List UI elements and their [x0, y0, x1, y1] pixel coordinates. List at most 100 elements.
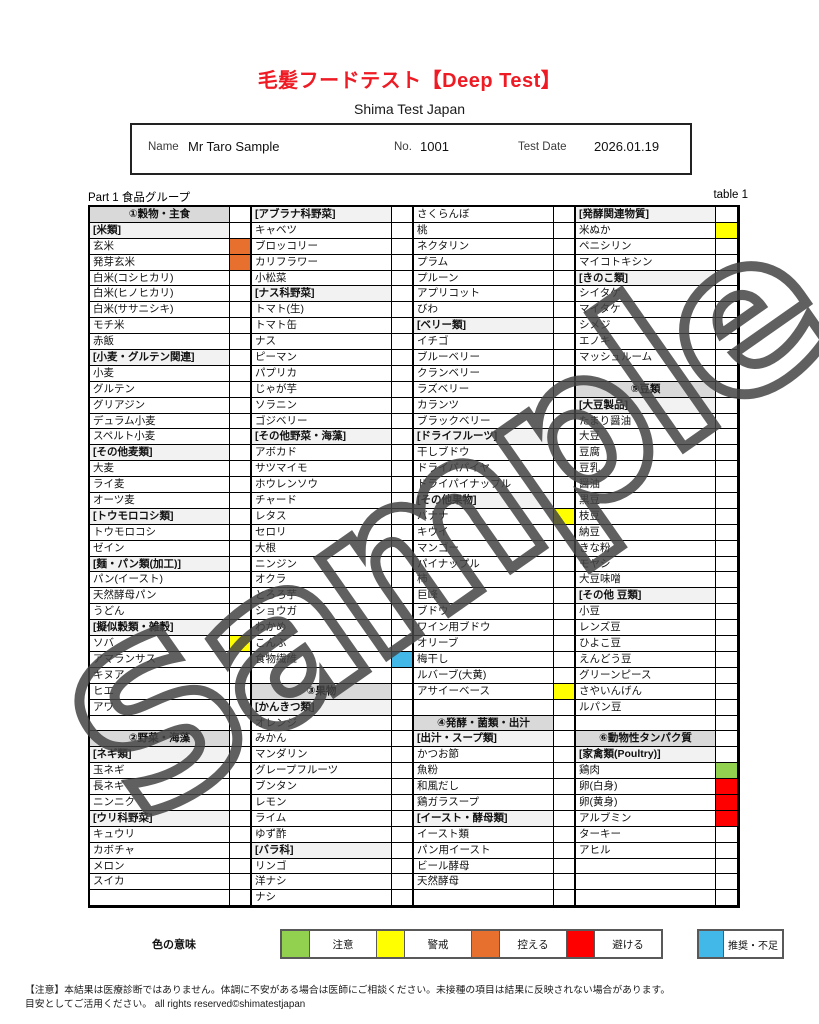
- food-item-cell: ヒエ: [90, 683, 230, 700]
- food-item-cell: さくらんぼ: [414, 207, 554, 223]
- status-color-cell: [230, 381, 252, 398]
- food-item-cell: クランベリー: [414, 365, 554, 382]
- status-color-cell: [716, 842, 738, 859]
- food-item-cell: アプリコット: [414, 286, 554, 303]
- status-color-cell: [716, 779, 738, 795]
- status-color-cell: [554, 397, 576, 414]
- table-number-label: table 1: [713, 189, 748, 201]
- status-color-cell: [392, 747, 414, 764]
- status-color-cell: [392, 381, 414, 398]
- name-label: Name: [148, 141, 179, 153]
- subgroup-header-cell: [その他野菜・海藻]: [252, 429, 392, 446]
- empty-cell: [414, 699, 554, 716]
- food-item-cell: ブドウ: [414, 604, 554, 621]
- food-item-cell: 米ぬか: [576, 222, 716, 239]
- status-color-cell: [554, 636, 576, 652]
- status-color-cell: [392, 556, 414, 573]
- status-color-cell: [392, 810, 414, 827]
- status-color-cell: [716, 302, 738, 319]
- food-item-cell: 豆乳: [576, 461, 716, 478]
- status-color-cell: [554, 381, 576, 398]
- status-color-cell: [230, 572, 252, 589]
- food-item-cell: シイタケ: [576, 286, 716, 303]
- status-color-cell: [716, 667, 738, 684]
- status-color-cell: [230, 222, 252, 239]
- food-item-cell: マイコトキシン: [576, 254, 716, 271]
- subgroup-header-cell: [かんきつ類]: [252, 699, 392, 716]
- status-color-cell: [230, 413, 252, 430]
- status-color-cell: [230, 254, 252, 271]
- food-item-cell: アサイーベース: [414, 683, 554, 700]
- patient-info-box: Name Mr Taro Sample No. 1001 Test Date 2…: [130, 123, 692, 175]
- status-color-cell: [392, 588, 414, 605]
- food-item-cell: モチ米: [90, 318, 230, 335]
- section-header-cell: ②野菜・海藻: [90, 731, 230, 748]
- food-item-cell: じゃが芋: [252, 381, 392, 398]
- legend-swatch-blue: [699, 931, 724, 957]
- status-color-cell: [392, 477, 414, 494]
- status-color-cell: [554, 810, 576, 827]
- food-item-cell: トマト(生): [252, 302, 392, 319]
- food-item-cell: パン用イースト: [414, 842, 554, 859]
- food-item-cell: イースト類: [414, 826, 554, 843]
- food-item-cell: イチゴ: [414, 334, 554, 351]
- status-color-cell: [554, 779, 576, 795]
- status-color-cell: [230, 588, 252, 605]
- food-item-cell: 卵(白身): [576, 779, 716, 795]
- subgroup-header-cell: [麺・パン類(加工)]: [90, 556, 230, 573]
- status-color-cell: [554, 270, 576, 287]
- subgroup-header-cell: [きのこ類]: [576, 270, 716, 287]
- status-color-cell: [230, 397, 252, 414]
- status-color-cell: [716, 318, 738, 335]
- food-result-table: ①穀物・主食 [米類] 玄米 発芽玄米 白米(コシヒカリ) 白米(ヒノヒカリ) 白米(ササニ…: [88, 205, 740, 909]
- status-color-cell: [392, 222, 414, 239]
- status-color-cell: [716, 810, 738, 827]
- legend-label-blue: 推奨・不足: [728, 940, 778, 952]
- food-item-cell: キャベツ: [252, 222, 392, 239]
- status-color-cell: [716, 477, 738, 494]
- status-color-cell: [716, 381, 738, 398]
- food-item-cell: ブンタン: [252, 779, 392, 795]
- status-color-cell: [392, 794, 414, 811]
- food-item-cell: オレンジ: [252, 715, 392, 732]
- food-item-cell: 桃: [414, 222, 554, 239]
- status-color-cell: [554, 302, 576, 319]
- status-color-cell: [554, 461, 576, 478]
- food-item-cell: 醤油: [576, 477, 716, 494]
- food-item-cell: 大豆味噌: [576, 572, 716, 589]
- status-color-cell: [392, 667, 414, 684]
- status-color-cell: [716, 429, 738, 446]
- status-color-cell: [554, 222, 576, 239]
- status-color-cell: [230, 556, 252, 573]
- status-color-cell: [230, 667, 252, 684]
- status-color-cell: [230, 238, 252, 255]
- status-color-cell: [392, 524, 414, 541]
- status-color-cell: [554, 763, 576, 780]
- food-item-cell: アマランサス: [90, 651, 230, 668]
- food-item-cell: ショウガ: [252, 604, 392, 621]
- status-color-cell: [230, 286, 252, 303]
- food-item-cell: 長ネギ: [90, 779, 230, 795]
- status-color-cell: [716, 207, 738, 223]
- food-item-cell: ブロッコリー: [252, 238, 392, 255]
- status-color-cell: [716, 794, 738, 811]
- status-color-cell: [716, 636, 738, 652]
- test-date-label: Test Date: [518, 141, 567, 153]
- food-item-cell: 柿: [414, 572, 554, 589]
- food-item-cell: オリーブ: [414, 636, 554, 652]
- status-color-cell: [716, 493, 738, 509]
- status-color-cell: [230, 858, 252, 875]
- status-color-cell: [716, 286, 738, 303]
- status-color-cell: [716, 683, 738, 700]
- status-color-cell: [392, 508, 414, 525]
- food-item-cell: キウイ: [414, 524, 554, 541]
- legend-box: 注意 警戒 控える 避ける: [280, 929, 663, 959]
- food-item-cell: レモン: [252, 794, 392, 811]
- status-color-cell: [716, 620, 738, 637]
- status-color-cell: [392, 318, 414, 335]
- food-item-cell: 玉ネギ: [90, 763, 230, 780]
- status-color-cell: [392, 636, 414, 652]
- food-item-cell: 白米(ヒノヒカリ): [90, 286, 230, 303]
- food-item-cell: マッシュルーム: [576, 350, 716, 366]
- food-item-cell: たまり醤油: [576, 413, 716, 430]
